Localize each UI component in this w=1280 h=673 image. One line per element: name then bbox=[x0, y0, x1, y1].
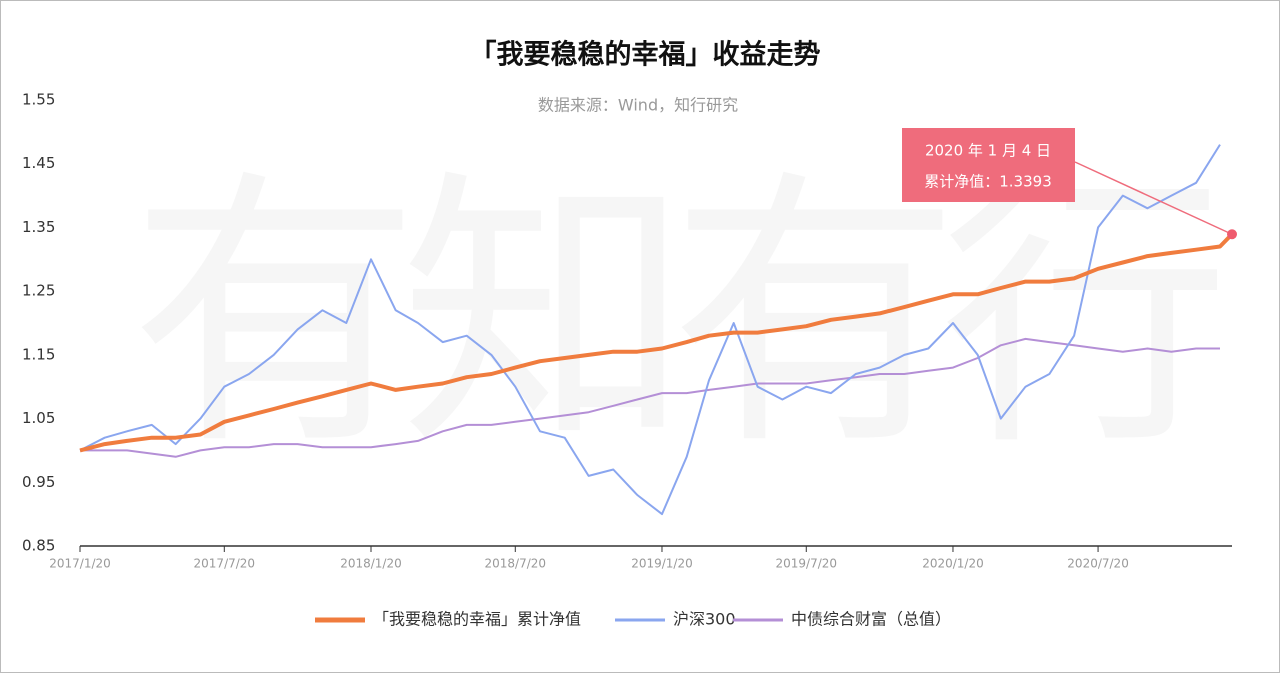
x-tick-label: 2018/7/20 bbox=[485, 557, 547, 571]
y-tick-label: 1.35 bbox=[22, 218, 55, 236]
chart-subtitle: 数据来源：Wind，知行研究 bbox=[538, 96, 738, 115]
x-tick-label: 2017/1/20 bbox=[49, 557, 111, 571]
x-tick-label: 2019/1/20 bbox=[631, 557, 693, 571]
y-tick-label: 0.95 bbox=[22, 473, 55, 491]
annotation-date: 2020 年 1 月 4 日 bbox=[925, 142, 1051, 160]
x-tick-label: 2020/1/20 bbox=[922, 557, 984, 571]
legend-label: 中债综合财富（总值） bbox=[791, 610, 951, 629]
y-tick-label: 1.05 bbox=[22, 409, 55, 427]
chart-title: 「我要稳稳的幸福」收益走势 bbox=[470, 39, 821, 71]
y-tick-label: 1.15 bbox=[22, 345, 55, 363]
legend-label: 「我要稳稳的幸福」累计净值 bbox=[373, 610, 581, 629]
annotation-leader bbox=[1074, 161, 1233, 235]
legend-label: 沪深300 bbox=[673, 610, 736, 629]
series-line bbox=[79, 232, 1234, 453]
annotation-box bbox=[902, 128, 1075, 202]
series-line bbox=[79, 144, 1221, 516]
y-tick-label: 0.85 bbox=[22, 537, 55, 555]
y-tick-label: 1.55 bbox=[22, 91, 55, 109]
annotation-text: 累计净值：1.3393 bbox=[924, 173, 1052, 191]
x-tick-label: 2020/7/20 bbox=[1067, 557, 1129, 571]
x-tick-label: 2018/1/20 bbox=[340, 557, 402, 571]
x-tick-label: 2019/7/20 bbox=[776, 557, 838, 571]
y-tick-label: 1.25 bbox=[22, 282, 55, 300]
x-tick-label: 2017/7/20 bbox=[194, 557, 256, 571]
annotation-point bbox=[1227, 229, 1237, 240]
series-line bbox=[80, 337, 1220, 458]
y-tick-label: 1.45 bbox=[22, 154, 55, 172]
